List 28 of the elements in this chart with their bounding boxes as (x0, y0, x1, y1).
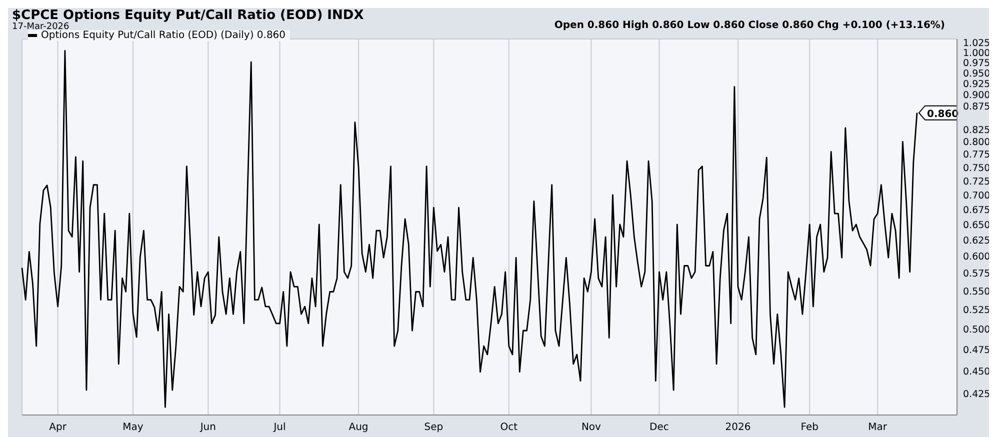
x-tick-label: Jun (199, 422, 216, 434)
x-tick-label: Dec (650, 422, 669, 434)
y-tick-label: 0.425 (963, 389, 990, 400)
x-tick-label: Oct (500, 422, 518, 434)
legend-label: Options Equity Put/Call Ratio (EOD) (Daily) 0.860 (41, 30, 286, 41)
x-tick-label: Sep (424, 422, 444, 434)
y-tick-label: 0.875 (963, 101, 990, 112)
x-tick-label: Nov (581, 422, 602, 434)
y-tick-label: 0.625 (963, 235, 990, 246)
y-tick-label: 0.975 (963, 58, 990, 70)
x-tick-label: Apr (49, 422, 68, 434)
y-tick-label: 0.825 (963, 124, 990, 136)
y-tick-label: 0.775 (963, 150, 990, 161)
text: Open 0.860 High 0.860 Low 0.860 Close 0.860 Chg +0.100 (+13.16%) (554, 20, 945, 31)
x-tick-label: Feb (800, 422, 818, 434)
y-tick-label: 0.525 (963, 304, 990, 316)
y-tick-label: 0.675 (963, 204, 990, 216)
y-tick-label: 0.575 (963, 268, 990, 280)
y-tick-label: 0.475 (963, 344, 990, 356)
y-tick-label: 1.025 (963, 38, 990, 50)
x-tick-label: May (122, 422, 144, 434)
x-tick-label: 2026 (725, 422, 751, 434)
y-tick-label: 0.925 (963, 79, 990, 90)
x-tick-label: Jul (272, 422, 286, 434)
x-tick-label: Aug (348, 422, 368, 434)
y-tick-label: 0.725 (963, 176, 990, 188)
x-tick-label: Mar (868, 422, 888, 434)
chart-title: $CPCE Options Equity Put/Call Ratio (EOD) INDX (12, 8, 364, 23)
